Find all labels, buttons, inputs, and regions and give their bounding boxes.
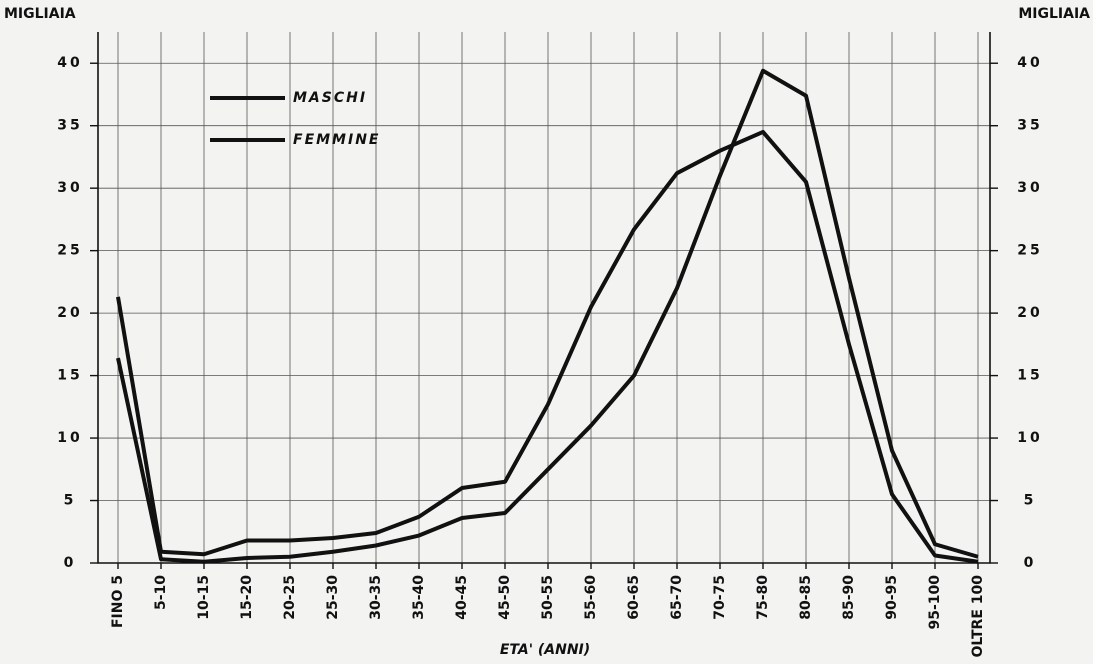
x-tick-label: FINO 5 bbox=[110, 575, 126, 628]
x-tick-label: OLTRE 100 bbox=[970, 575, 986, 658]
y2-tick-label: 40 bbox=[1017, 55, 1042, 71]
y2-tick-label: 0 bbox=[1024, 555, 1037, 571]
y-tick-label: 10 bbox=[57, 430, 82, 446]
y-axis-label: MIGLIAIA bbox=[4, 6, 76, 22]
x-tick-label: 80-85 bbox=[798, 575, 814, 620]
y-tick-label: 0 bbox=[64, 555, 77, 571]
y-tick-label: 40 bbox=[57, 55, 82, 71]
x-tick-label: 20-25 bbox=[282, 575, 298, 620]
x-tick-label: 30-35 bbox=[368, 575, 384, 620]
y2-axis-label: MIGLIAIA bbox=[1018, 6, 1090, 22]
x-tick-label: 75-80 bbox=[755, 575, 771, 620]
x-tick-label: 40-45 bbox=[454, 575, 470, 620]
y2-tick-label: 10 bbox=[1017, 430, 1042, 446]
x-tick-label: 90-95 bbox=[884, 575, 900, 620]
x-tick-label: 60-65 bbox=[626, 575, 642, 620]
x-tick-label: 5-10 bbox=[153, 575, 169, 610]
plot-frame bbox=[97, 32, 991, 564]
x-tick-label: 10-15 bbox=[196, 575, 212, 620]
series-line bbox=[116, 129, 979, 564]
x-tick-label: 35-40 bbox=[411, 575, 427, 620]
x-tick-label: 85-90 bbox=[841, 575, 857, 620]
y-tick-label: 5 bbox=[64, 493, 77, 509]
x-tick-label: 15-20 bbox=[239, 575, 255, 620]
x-tick-label: 55-60 bbox=[583, 575, 599, 620]
y2-tick-label: 20 bbox=[1017, 305, 1042, 321]
x-tick-label: 45-50 bbox=[497, 575, 513, 620]
y2-tick-label: 35 bbox=[1017, 118, 1042, 134]
x-tick-label: 95-100 bbox=[927, 575, 943, 630]
y-tick-label: 35 bbox=[57, 118, 82, 134]
y2-tick-label: 30 bbox=[1017, 180, 1042, 196]
series-line bbox=[116, 68, 979, 564]
x-tick-label: 25-30 bbox=[325, 575, 341, 620]
y2-tick-label: 5 bbox=[1024, 493, 1037, 509]
x-tick-label: 70-75 bbox=[712, 575, 728, 620]
y-tick-label: 30 bbox=[57, 180, 82, 196]
y2-tick-label: 15 bbox=[1017, 368, 1042, 384]
legend-label: MASCHI bbox=[293, 90, 367, 106]
y-tick-label: 25 bbox=[57, 243, 82, 259]
x-tick-label: 65-70 bbox=[669, 575, 685, 620]
y-tick-label: 15 bbox=[57, 368, 82, 384]
legend-label: FEMMINE bbox=[293, 132, 380, 148]
y2-tick-label: 25 bbox=[1017, 243, 1042, 259]
y-tick-label: 20 bbox=[57, 305, 82, 321]
x-tick-label: 50-55 bbox=[540, 575, 556, 620]
x-axis-label: ETA' (ANNI) bbox=[500, 642, 590, 658]
